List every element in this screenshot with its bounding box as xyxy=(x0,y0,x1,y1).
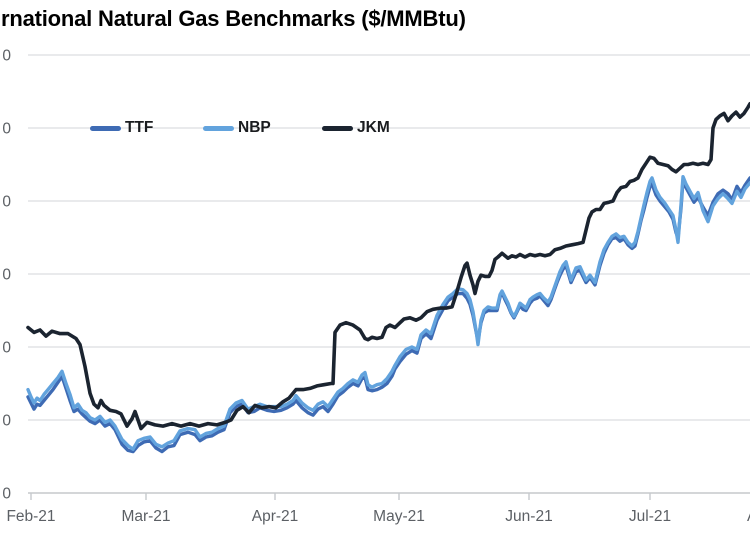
x-axis-tick-label: Feb-21 xyxy=(6,508,55,525)
legend-item-nbp[interactable]: NBP xyxy=(203,118,271,138)
legend-label-ttf: TTF xyxy=(125,119,154,136)
legend-label-jkm: JKM xyxy=(357,119,390,136)
legend-item-jkm[interactable]: JKM xyxy=(322,118,390,138)
y-axis-tick-label: 0 xyxy=(2,121,11,138)
jkm-line-swatch-icon xyxy=(322,125,353,131)
chart-legend: TTF NBP JKM xyxy=(0,118,750,138)
series-line-jkm xyxy=(26,101,750,431)
x-axis-tick-label: May-21 xyxy=(373,508,425,525)
x-axis-tick-label: Mar-21 xyxy=(121,508,170,525)
x-axis-tick-label: Jun-21 xyxy=(505,508,552,525)
chart-title: rnational Natural Gas Benchmarks ($/MMBt… xyxy=(1,6,466,31)
legend-label-nbp: NBP xyxy=(238,119,271,136)
legend-item-ttf[interactable]: TTF xyxy=(90,118,153,138)
y-axis-tick-label: 0 xyxy=(2,194,11,211)
y-axis-tick-label: 0 xyxy=(2,413,11,430)
x-axis-tick-label: Jul-21 xyxy=(629,508,671,525)
y-axis-tick-label: 0 xyxy=(2,48,11,65)
y-axis-tick-label: 0 xyxy=(2,340,11,357)
x-axis-tick-label: Apr-21 xyxy=(252,508,299,525)
ttf-line-swatch-icon xyxy=(90,125,121,131)
y-axis-tick-label: 0 xyxy=(2,267,11,284)
nbp-line-swatch-icon xyxy=(203,125,234,131)
y-axis-tick-label: 0 xyxy=(2,486,11,503)
x-axis-tick-label: Aug-21 xyxy=(747,508,750,525)
series-line-nbp xyxy=(26,175,750,451)
